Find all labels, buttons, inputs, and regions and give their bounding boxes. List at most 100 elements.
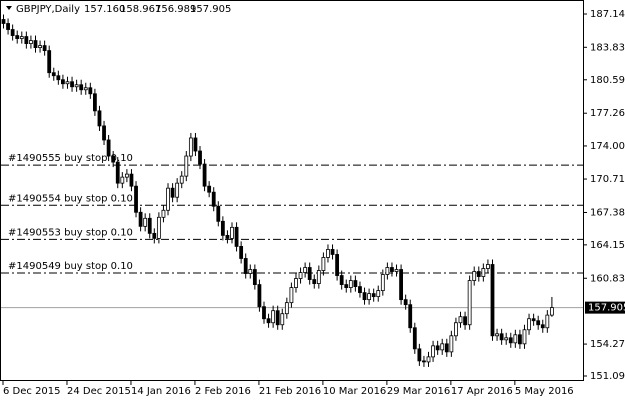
x-tick-label: 17 Apr 2016 [451, 386, 513, 397]
candle-body [449, 335, 454, 353]
candle-body [385, 267, 390, 275]
candle-body [111, 155, 116, 163]
y-tick-label: 170.710 [590, 174, 625, 185]
candle-body [248, 269, 253, 274]
candle-body [74, 84, 79, 88]
candle-body [211, 191, 216, 207]
candle-body [518, 334, 522, 345]
candle-body [504, 337, 509, 341]
candle-body [326, 249, 330, 258]
candle-body [184, 155, 189, 177]
candle-body [422, 360, 426, 363]
candle-body [376, 290, 381, 298]
ohlc-info: 157.160 [84, 4, 125, 15]
candle-body [70, 81, 74, 88]
candle-body [156, 216, 161, 239]
candle-body [243, 258, 248, 274]
candle-body [289, 287, 294, 304]
candle-body [522, 329, 527, 345]
candle-body [79, 84, 84, 91]
y-tick-label: 164.155 [590, 240, 625, 251]
x-tick-label: 5 May 2016 [515, 386, 574, 397]
candle-body [239, 246, 244, 259]
candle-body [481, 268, 486, 277]
candle-body [307, 267, 312, 280]
y-tick-label: 154.275 [590, 339, 625, 350]
candle-body [106, 139, 111, 157]
candle-body [115, 161, 120, 184]
x-tick-label: 29 Mar 2016 [387, 386, 450, 397]
candle-body [403, 299, 408, 306]
header-arrow[interactable] [6, 6, 12, 10]
candle-body [102, 125, 106, 141]
y-tick-label: 174.005 [590, 141, 625, 152]
candle-body [399, 269, 403, 301]
candle-body [42, 45, 47, 52]
candle-body [458, 316, 463, 324]
price-label: 157.905 [588, 303, 625, 314]
candle-body [175, 182, 180, 198]
candle-body [463, 316, 467, 326]
candle-body [147, 217, 152, 234]
candle-body [362, 292, 367, 301]
candle-body [24, 36, 29, 44]
candle-body [316, 270, 321, 284]
candle-body [216, 205, 221, 222]
candle-body [220, 220, 225, 236]
candle-body [134, 185, 138, 213]
price-label-box [585, 301, 625, 314]
candle-body [280, 313, 285, 326]
candle-body [207, 185, 212, 193]
candle-body [344, 284, 349, 288]
candle-body [335, 254, 340, 276]
x-tick-label: 6 Dec 2015 [3, 386, 61, 397]
candle-body [390, 267, 394, 272]
candle-body [83, 87, 88, 91]
candle-body [550, 307, 554, 316]
candle-body [545, 314, 550, 329]
candle-body [271, 310, 276, 324]
candle-body [143, 217, 148, 227]
candle-body [435, 345, 440, 351]
candle-body [284, 302, 289, 315]
y-tick-label: 160.830 [590, 273, 625, 284]
order-label: #1490555 buy stop 0.10 [8, 153, 133, 164]
candle-body [531, 318, 536, 322]
candle-body [56, 75, 61, 81]
candle-body [440, 343, 445, 351]
y-tick-label: 187.145 [590, 9, 625, 20]
candle-body [161, 209, 166, 218]
x-tick-label: 24 Dec 2015 [67, 386, 131, 397]
x-tick-label: 10 Mar 2016 [323, 386, 386, 397]
candle-body [61, 79, 65, 85]
ohlc-info: 158.967 [120, 4, 161, 15]
candle-body [499, 333, 504, 341]
ohlc-info: 157.905 [190, 4, 231, 15]
candle-body [321, 257, 326, 271]
candle-body [431, 345, 435, 358]
candle-body [252, 269, 257, 285]
candle-body [65, 81, 70, 85]
y-tick-label: 183.830 [590, 42, 625, 53]
candle-body [138, 211, 143, 227]
x-tick-label: 2 Feb 2016 [195, 386, 251, 397]
candle-body [152, 232, 157, 239]
candle-body [348, 280, 353, 288]
candle-body [467, 280, 472, 326]
candle-body [97, 110, 102, 127]
candle-body [486, 264, 490, 269]
order-label: #1490553 buy stop 0.10 [8, 227, 133, 238]
candle-body [93, 93, 97, 112]
candle-body [490, 264, 495, 337]
order-label: #1490554 buy stop 0.10 [8, 193, 133, 204]
candle-body [202, 163, 207, 187]
candle-body [225, 234, 230, 239]
candle-body [193, 137, 198, 152]
candle-body [51, 72, 56, 77]
candle-body [417, 348, 422, 362]
candle-body [294, 278, 298, 288]
x-tick-label: 21 Feb 2016 [259, 386, 321, 397]
candle-body [120, 176, 125, 184]
